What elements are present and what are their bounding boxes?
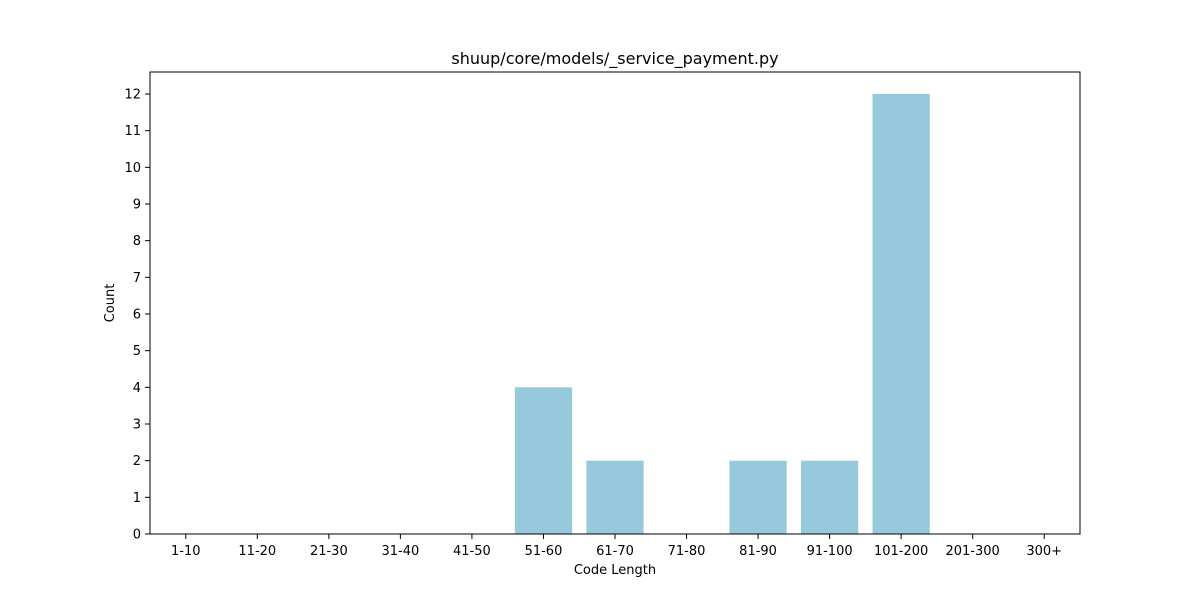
bar-101-200 [872, 94, 930, 534]
y-tick-label: 7 [133, 271, 141, 286]
x-tick-label: 11-20 [238, 544, 276, 559]
x-tick-label: 71-80 [668, 544, 706, 559]
y-tick-label: 6 [133, 308, 141, 323]
y-tick-label: 4 [133, 381, 141, 396]
x-axis-label: Code Length [574, 563, 656, 578]
y-tick-label: 10 [124, 161, 141, 176]
bars-layer [514, 94, 930, 534]
x-tick-label: 41-50 [453, 544, 491, 559]
y-axis-label: Count [103, 284, 118, 323]
bar-81-90 [729, 460, 787, 534]
ticks-layer: 1-10 11-20 21-30 31-40 41-50 51-60 61-70 71-80 8… [124, 88, 1062, 560]
x-tick-label: 1-10 [171, 544, 201, 559]
x-tick-label: 101-200 [874, 544, 928, 559]
x-tick-label: 51-60 [525, 544, 563, 559]
y-tick-label: 8 [133, 234, 141, 249]
x-tick-label: 61-70 [596, 544, 634, 559]
y-tick-label: 0 [133, 528, 141, 543]
x-tick-label: 201-300 [946, 544, 1000, 559]
y-tick-label: 11 [124, 124, 141, 139]
y-tick-label: 9 [133, 198, 141, 213]
x-tick-label: 91-100 [807, 544, 853, 559]
x-tick-label: 21-30 [310, 544, 348, 559]
x-tick-label: 300+ [1026, 544, 1062, 559]
x-tick-label: 81-90 [739, 544, 777, 559]
y-tick-label: 5 [133, 344, 141, 359]
y-tick-label: 1 [133, 491, 141, 506]
y-tick-label: 2 [133, 454, 141, 469]
bar-51-60 [514, 387, 573, 534]
x-tick-label: 31-40 [381, 544, 419, 559]
bar-61-70 [586, 460, 644, 534]
chart-title: shuup/core/models/_service_payment.py [451, 49, 778, 69]
y-tick-label: 12 [124, 88, 141, 103]
y-tick-label: 3 [133, 418, 141, 433]
bar-91-100 [801, 460, 859, 534]
